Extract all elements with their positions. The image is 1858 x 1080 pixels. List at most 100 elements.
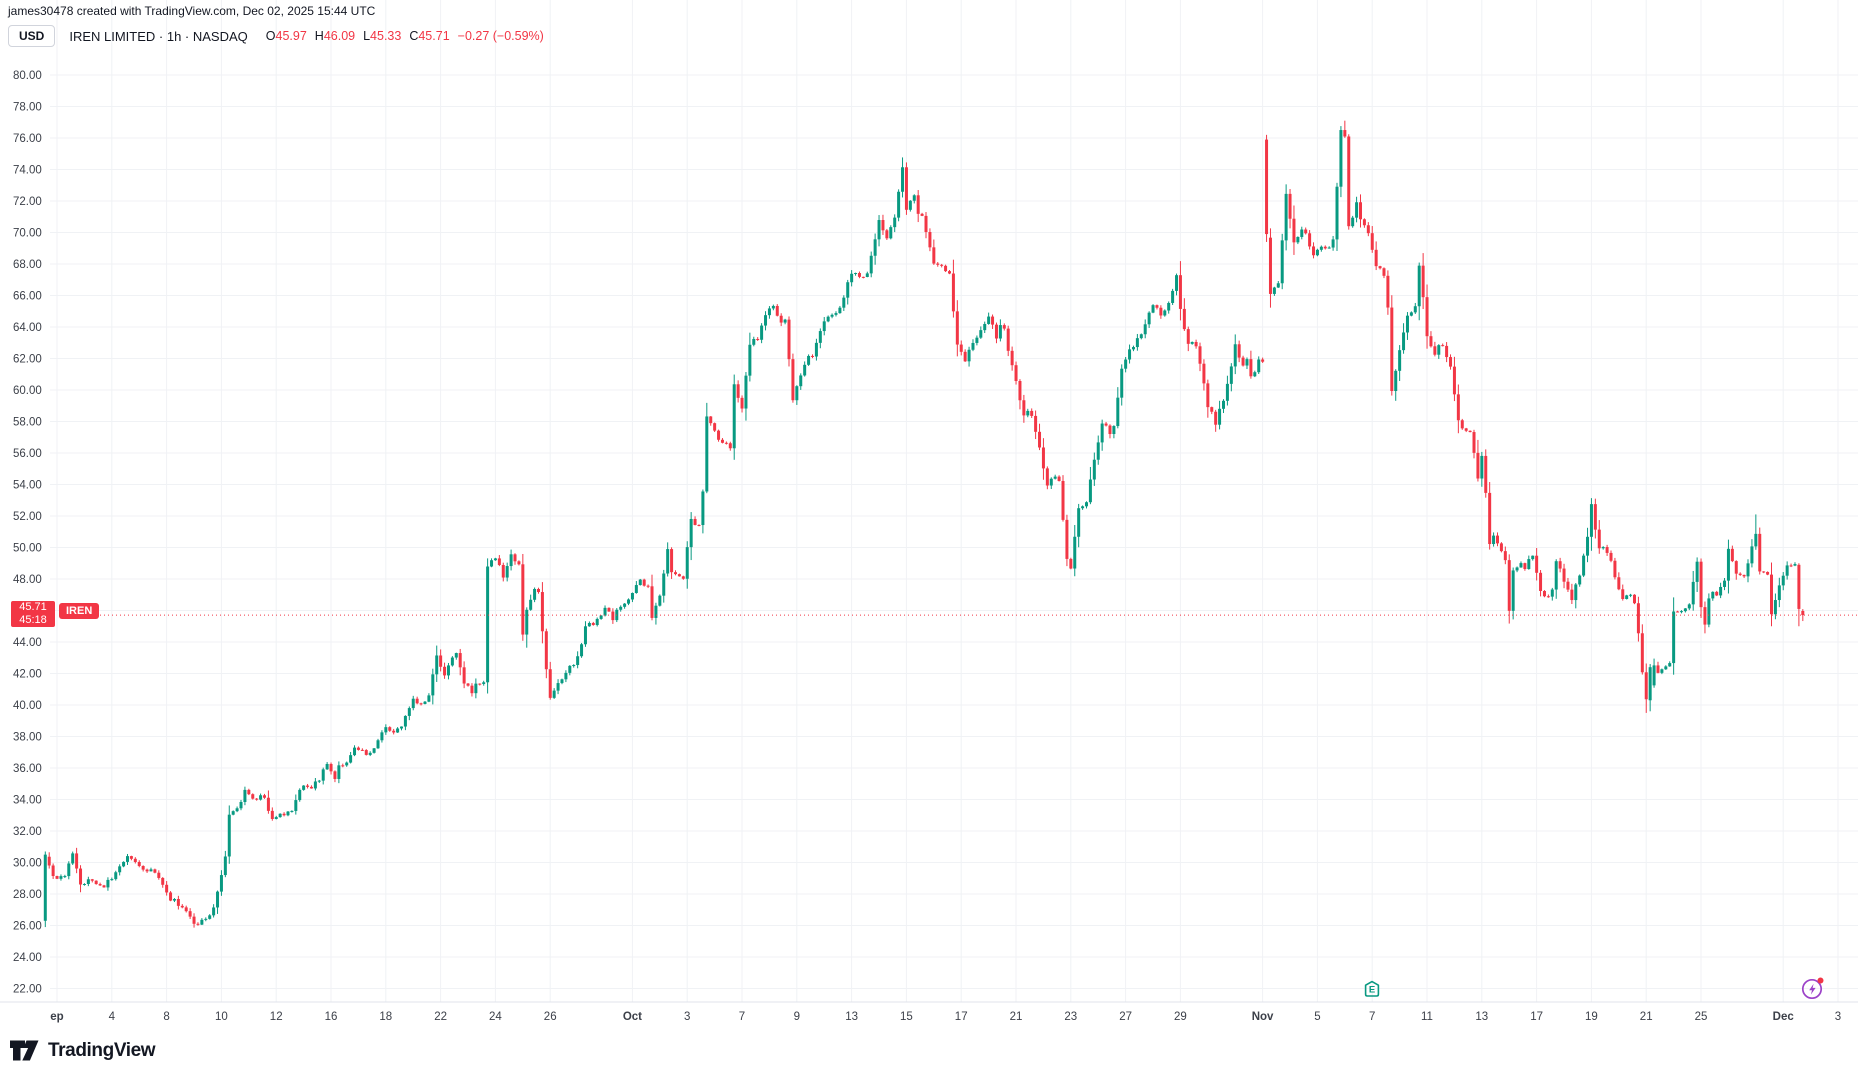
x-axis-label[interactable]: Nov xyxy=(1252,1011,1274,1023)
candle-body xyxy=(407,708,411,716)
candle-body xyxy=(1531,555,1535,560)
y-axis-label[interactable]: 26.00 xyxy=(13,921,42,933)
y-axis-label[interactable]: 40.00 xyxy=(13,700,42,712)
y-axis-label[interactable]: 32.00 xyxy=(13,826,42,838)
x-axis-label[interactable]: 13 xyxy=(1475,1011,1488,1023)
x-axis-label[interactable]: 4 xyxy=(109,1011,116,1023)
x-axis-label[interactable]: 23 xyxy=(1064,1011,1077,1023)
x-axis-label[interactable]: 19 xyxy=(1585,1011,1598,1023)
x-axis-label[interactable]: 15 xyxy=(900,1011,913,1023)
candle-body xyxy=(650,586,654,618)
y-axis-label[interactable]: 42.00 xyxy=(13,669,42,681)
y-axis-label[interactable]: 56.00 xyxy=(13,448,42,460)
x-axis-label[interactable]: 12 xyxy=(270,1011,283,1023)
x-axis-label[interactable]: Dec xyxy=(1773,1011,1795,1023)
x-axis-label[interactable]: 7 xyxy=(739,1011,745,1023)
y-axis-label[interactable]: 36.00 xyxy=(13,763,42,775)
y-axis-label[interactable]: 34.00 xyxy=(13,795,42,807)
y-axis-label[interactable]: 30.00 xyxy=(13,858,42,870)
candle-body xyxy=(857,273,861,277)
y-axis-label[interactable]: 22.00 xyxy=(13,984,42,996)
y-axis-label[interactable]: 24.00 xyxy=(13,952,42,964)
candle-body xyxy=(1511,570,1515,611)
candle-body xyxy=(1131,347,1135,350)
x-axis-label[interactable]: 7 xyxy=(1369,1011,1375,1023)
candle-body xyxy=(47,856,51,866)
x-axis-label[interactable]: 21 xyxy=(1640,1011,1653,1023)
y-axis-label[interactable]: 52.00 xyxy=(13,511,42,523)
candle-body xyxy=(1636,603,1640,634)
candle-body xyxy=(736,384,740,398)
candle-body xyxy=(998,325,1002,339)
candle-body xyxy=(1793,564,1797,566)
x-axis-label[interactable]: 24 xyxy=(489,1011,502,1023)
candle-body xyxy=(572,665,576,667)
candle-body xyxy=(971,342,975,350)
y-axis-label[interactable]: 58.00 xyxy=(13,417,42,429)
x-axis-label[interactable]: 9 xyxy=(794,1011,800,1023)
y-axis-label[interactable]: 66.00 xyxy=(13,291,42,303)
y-axis-label[interactable]: 72.00 xyxy=(13,196,42,208)
y-axis-label[interactable]: 60.00 xyxy=(13,385,42,397)
candle-body xyxy=(1679,611,1683,613)
candle-body xyxy=(1128,349,1132,360)
y-axis-label[interactable]: 50.00 xyxy=(13,543,42,555)
y-axis-label[interactable]: 76.00 xyxy=(13,133,42,145)
candle-body xyxy=(944,265,948,272)
y-axis-label[interactable]: 70.00 xyxy=(13,228,42,240)
x-axis-label[interactable]: 21 xyxy=(1010,1011,1023,1023)
x-axis-label[interactable]: 3 xyxy=(1835,1011,1841,1023)
candle-body xyxy=(1558,561,1562,569)
candle-body xyxy=(403,715,407,727)
candle-body xyxy=(838,307,842,314)
candle-body xyxy=(423,701,427,704)
tradingview-logo[interactable]: TradingView xyxy=(10,1039,156,1062)
flash-icon[interactable] xyxy=(1800,975,1826,1001)
candle-body xyxy=(666,549,670,574)
x-axis-label[interactable]: 16 xyxy=(325,1011,338,1023)
x-axis-label[interactable]: 17 xyxy=(955,1011,968,1023)
candle-body xyxy=(529,599,533,610)
candle-body xyxy=(360,749,364,751)
x-axis-label[interactable]: 18 xyxy=(379,1011,392,1023)
x-axis-label[interactable]: Oct xyxy=(623,1011,642,1023)
x-axis-label[interactable]: 26 xyxy=(544,1011,557,1023)
candle-body xyxy=(1719,586,1723,596)
y-axis-label[interactable]: 54.00 xyxy=(13,480,42,492)
y-axis-label[interactable]: 80.00 xyxy=(13,70,42,82)
x-axis-label[interactable]: 13 xyxy=(845,1011,858,1023)
candle-body xyxy=(634,585,638,593)
x-axis-label[interactable]: 29 xyxy=(1174,1011,1187,1023)
y-axis-label[interactable]: 74.00 xyxy=(13,165,42,177)
change-readout: −0.27 (−0.59%) xyxy=(457,29,544,43)
x-axis-label[interactable]: 5 xyxy=(1314,1011,1320,1023)
candle-body xyxy=(1417,265,1421,307)
candle-body xyxy=(1319,246,1323,250)
y-axis-label[interactable]: 28.00 xyxy=(13,889,42,901)
y-axis-label[interactable]: 64.00 xyxy=(13,322,42,334)
earnings-icon[interactable]: E xyxy=(1363,980,1381,998)
x-axis-label[interactable]: 25 xyxy=(1695,1011,1708,1023)
x-axis-label[interactable]: 11 xyxy=(1421,1011,1433,1023)
candle-body xyxy=(149,869,153,872)
y-axis-label[interactable]: 68.00 xyxy=(13,259,42,271)
x-axis-label[interactable]: 3 xyxy=(684,1011,690,1023)
x-axis-label[interactable]: 22 xyxy=(434,1011,447,1023)
y-axis-label[interactable]: 48.00 xyxy=(13,574,42,586)
symbol-title[interactable]: IREN LIMITED · 1h · NASDAQ xyxy=(69,28,248,44)
x-axis-label[interactable]: 27 xyxy=(1119,1011,1132,1023)
x-axis-label[interactable]: ep xyxy=(50,1011,63,1023)
x-axis-label[interactable]: 17 xyxy=(1530,1011,1543,1023)
candle-body xyxy=(877,220,881,240)
x-axis-label[interactable]: 8 xyxy=(163,1011,169,1023)
candle-body xyxy=(1104,423,1108,426)
y-axis-label[interactable]: 44.00 xyxy=(13,637,42,649)
currency-button[interactable]: USD xyxy=(8,25,56,47)
y-axis-label[interactable]: 38.00 xyxy=(13,732,42,744)
candle-body xyxy=(1358,202,1362,220)
y-axis-label[interactable]: 78.00 xyxy=(13,102,42,114)
candle-body xyxy=(564,672,568,680)
x-axis-label[interactable]: 10 xyxy=(215,1011,228,1023)
y-axis-label[interactable]: 62.00 xyxy=(13,354,42,366)
